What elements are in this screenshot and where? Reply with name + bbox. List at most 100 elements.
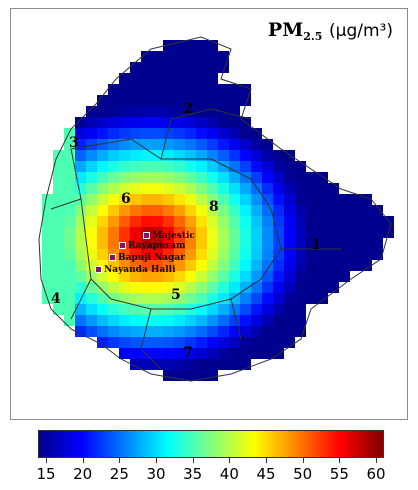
grid-cell (317, 282, 328, 293)
grid-cell (86, 304, 97, 315)
grid-cell (207, 139, 218, 150)
grid-cell (174, 271, 185, 282)
grid-cell (141, 172, 152, 183)
grid-cell (141, 293, 152, 304)
grid-cell (152, 194, 163, 205)
title-main: PM (267, 19, 304, 41)
grid-cell (218, 238, 229, 249)
grid-cell (75, 315, 86, 326)
grid-cell (339, 260, 350, 271)
title-subscript: 2.5 (303, 30, 323, 43)
grid-cell (152, 62, 163, 73)
colorbar-tick-label: 25 (109, 465, 129, 483)
grid-cell (207, 172, 218, 183)
grid-cell (229, 194, 240, 205)
grid-cell (174, 183, 185, 194)
grid-cell (372, 227, 383, 238)
grid-cell (273, 161, 284, 172)
grid-cell (42, 227, 53, 238)
grid-cell (207, 183, 218, 194)
grid-cell (317, 216, 328, 227)
grid-cell (229, 172, 240, 183)
grid-cell (273, 326, 284, 337)
colorbar-tickmark (46, 458, 47, 463)
grid-cell (64, 293, 75, 304)
grid-cell (108, 106, 119, 117)
colorbar-tickmark (229, 458, 231, 463)
grid-cell (229, 238, 240, 249)
grid-cell (174, 150, 185, 161)
colorbar-tickmark (82, 458, 84, 463)
grid-cell (163, 150, 174, 161)
grid-cell (372, 238, 383, 249)
grid-cell (361, 216, 372, 227)
grid-cell (251, 337, 262, 348)
grid-cell (53, 216, 64, 227)
grid-cell (207, 205, 218, 216)
grid-cell (86, 260, 97, 271)
grid-cell (163, 293, 174, 304)
grid-cell (108, 183, 119, 194)
grid-cell (328, 205, 339, 216)
grid-cell (229, 282, 240, 293)
grid-cell (262, 271, 273, 282)
grid-cell (97, 282, 108, 293)
grid-cell (339, 194, 350, 205)
grid-cell (53, 271, 64, 282)
grid-cell (163, 315, 174, 326)
grid-cell (317, 183, 328, 194)
grid-cell (163, 348, 174, 359)
grid-cell (174, 40, 185, 51)
grid-cell (361, 238, 372, 249)
grid-cell (119, 161, 130, 172)
grid-cell (306, 293, 317, 304)
grid-cell (152, 260, 163, 271)
grid-cell (361, 249, 372, 260)
grid-cell (42, 194, 53, 205)
grid-cell (75, 117, 86, 128)
grid-cell (97, 293, 108, 304)
grid-cell (339, 205, 350, 216)
grid-cell (86, 205, 97, 216)
grid-cell (119, 84, 130, 95)
grid-cell (163, 161, 174, 172)
grid-cell (75, 128, 86, 139)
grid-cell (218, 106, 229, 117)
grid-cell (262, 227, 273, 238)
grid-cell (130, 139, 141, 150)
grid-cell (163, 172, 174, 183)
grid-cell (185, 40, 196, 51)
grid-cell (273, 260, 284, 271)
grid-cell (108, 238, 119, 249)
grid-cell (196, 216, 207, 227)
grid-cell (251, 172, 262, 183)
grid-cell (75, 271, 86, 282)
grid-cell (262, 249, 273, 260)
grid-cell (152, 359, 163, 370)
grid-cell (251, 304, 262, 315)
grid-cell (119, 73, 130, 84)
grid-cell (97, 128, 108, 139)
grid-cell (229, 260, 240, 271)
grid-cell (174, 348, 185, 359)
city-outline (38, 36, 392, 382)
grid-cell (240, 128, 251, 139)
grid-cell (174, 62, 185, 73)
colorbar-tickmark (192, 458, 194, 463)
grid-cell (152, 84, 163, 95)
grid-cell (141, 161, 152, 172)
grid-cell (317, 271, 328, 282)
grid-cell (218, 282, 229, 293)
grid-cell (163, 62, 174, 73)
grid-cell (185, 315, 196, 326)
grid-cell (119, 205, 130, 216)
grid-cell (141, 139, 152, 150)
grid-cell (75, 238, 86, 249)
grid-cell (240, 95, 251, 106)
grid-cell (229, 304, 240, 315)
grid-cell (361, 194, 372, 205)
grid-cell (130, 172, 141, 183)
grid-cell (130, 62, 141, 73)
grid-cell (218, 315, 229, 326)
grid-cell (262, 326, 273, 337)
